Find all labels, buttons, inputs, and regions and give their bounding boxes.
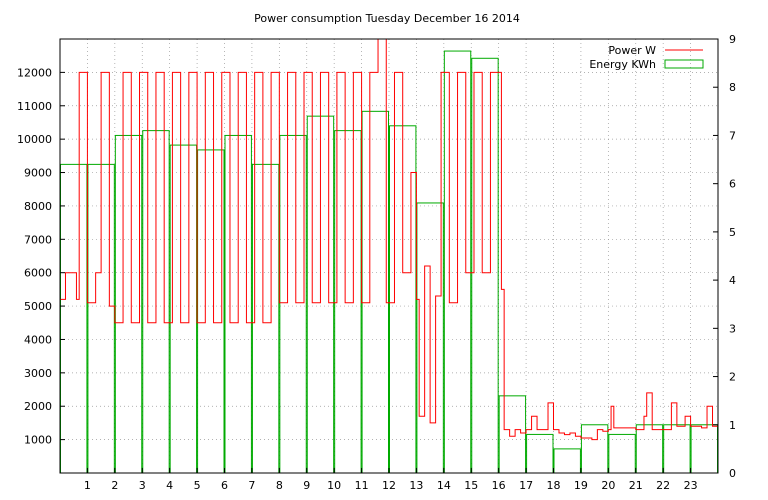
x-tick-label: 22 — [656, 479, 670, 492]
x-tick-label: 13 — [409, 479, 423, 492]
energy-bar — [334, 130, 362, 474]
energy-bar — [553, 448, 581, 474]
x-tick-label: 8 — [276, 479, 283, 492]
y2-tick-label: 6 — [729, 178, 736, 191]
y2-tick-label: 2 — [729, 371, 736, 384]
y2-tick-label: 9 — [729, 33, 736, 46]
y-tick-label: 10000 — [17, 133, 52, 146]
energy-bar — [471, 57, 499, 474]
y-tick-label: 11000 — [17, 100, 52, 113]
energy-bar — [498, 395, 527, 474]
x-tick-label: 5 — [194, 479, 201, 492]
y-axis-ticks: 1000 2000 3000 4000 5000 6000 7000 8000 9000 1000… — [17, 66, 65, 447]
y2-tick-label: 0 — [729, 467, 736, 480]
legend-label: Energy KWh — [589, 58, 656, 71]
y-tick-label: 1000 — [24, 434, 52, 447]
y2-tick-label: 7 — [729, 129, 736, 142]
x-tick-label: 2 — [111, 479, 118, 492]
x-axis-ticks: 1 2 3 4 5 6 7 8 9 10 11 12 13 14 15 16 17 18 19 20 21 22 23 — [84, 468, 698, 492]
energy-bars — [60, 50, 718, 474]
energy-bar — [690, 424, 718, 474]
energy-bar — [251, 163, 280, 474]
y2-tick-label: 3 — [729, 322, 736, 335]
power-line — [60, 38, 719, 441]
energy-bar — [608, 433, 636, 474]
energy-bar — [197, 149, 225, 474]
y2-tick-label: 4 — [729, 274, 736, 287]
x-tick-label: 17 — [519, 479, 533, 492]
x-tick-label: 20 — [601, 479, 615, 492]
y2-tick-label: 1 — [729, 419, 736, 432]
energy-bar — [635, 424, 664, 474]
x-tick-label: 9 — [303, 479, 310, 492]
x-tick-label: 1 — [84, 479, 91, 492]
legend-swatch-bar — [664, 59, 704, 69]
y-tick-label: 2000 — [24, 400, 52, 413]
energy-bar — [526, 433, 554, 474]
x-tick-label: 19 — [574, 479, 588, 492]
energy-bar — [361, 110, 390, 474]
x-tick-label: 6 — [221, 479, 228, 492]
y-tick-label: 7000 — [24, 233, 52, 246]
x-tick-label: 11 — [355, 479, 369, 492]
x-tick-label: 14 — [437, 479, 451, 492]
y-tick-label: 8000 — [24, 200, 52, 213]
energy-bar — [279, 134, 307, 474]
x-tick-label: 15 — [464, 479, 478, 492]
legend-label: Power W — [608, 44, 656, 57]
y2-axis-ticks: 0 1 2 3 4 5 6 7 8 9 — [713, 33, 736, 480]
x-tick-label: 12 — [382, 479, 396, 492]
energy-bar — [663, 424, 691, 474]
x-tick-label: 21 — [629, 479, 643, 492]
x-tick-label: 10 — [327, 479, 341, 492]
energy-bar — [169, 144, 198, 474]
y2-tick-label: 8 — [729, 81, 736, 94]
energy-bar — [114, 134, 143, 474]
energy-bar — [60, 163, 88, 474]
chart-title: Power consumption Tuesday December 16 20… — [254, 12, 520, 25]
x-tick-label: 7 — [248, 479, 255, 492]
x-tick-label: 23 — [684, 479, 698, 492]
x-tick-label: 18 — [547, 479, 561, 492]
y-tick-label: 9000 — [24, 167, 52, 180]
y-tick-label: 5000 — [24, 300, 52, 313]
y-tick-label: 4000 — [24, 333, 52, 346]
power-line-path — [60, 38, 719, 441]
energy-bar — [580, 424, 609, 474]
y2-tick-label: 5 — [729, 226, 736, 239]
x-tick-label: 3 — [139, 479, 146, 492]
x-tick-label: 4 — [166, 479, 173, 492]
y-tick-label: 6000 — [24, 267, 52, 280]
y-tick-label: 12000 — [17, 66, 52, 79]
x-tick-label: 16 — [492, 479, 506, 492]
y-tick-label: 3000 — [24, 367, 52, 380]
